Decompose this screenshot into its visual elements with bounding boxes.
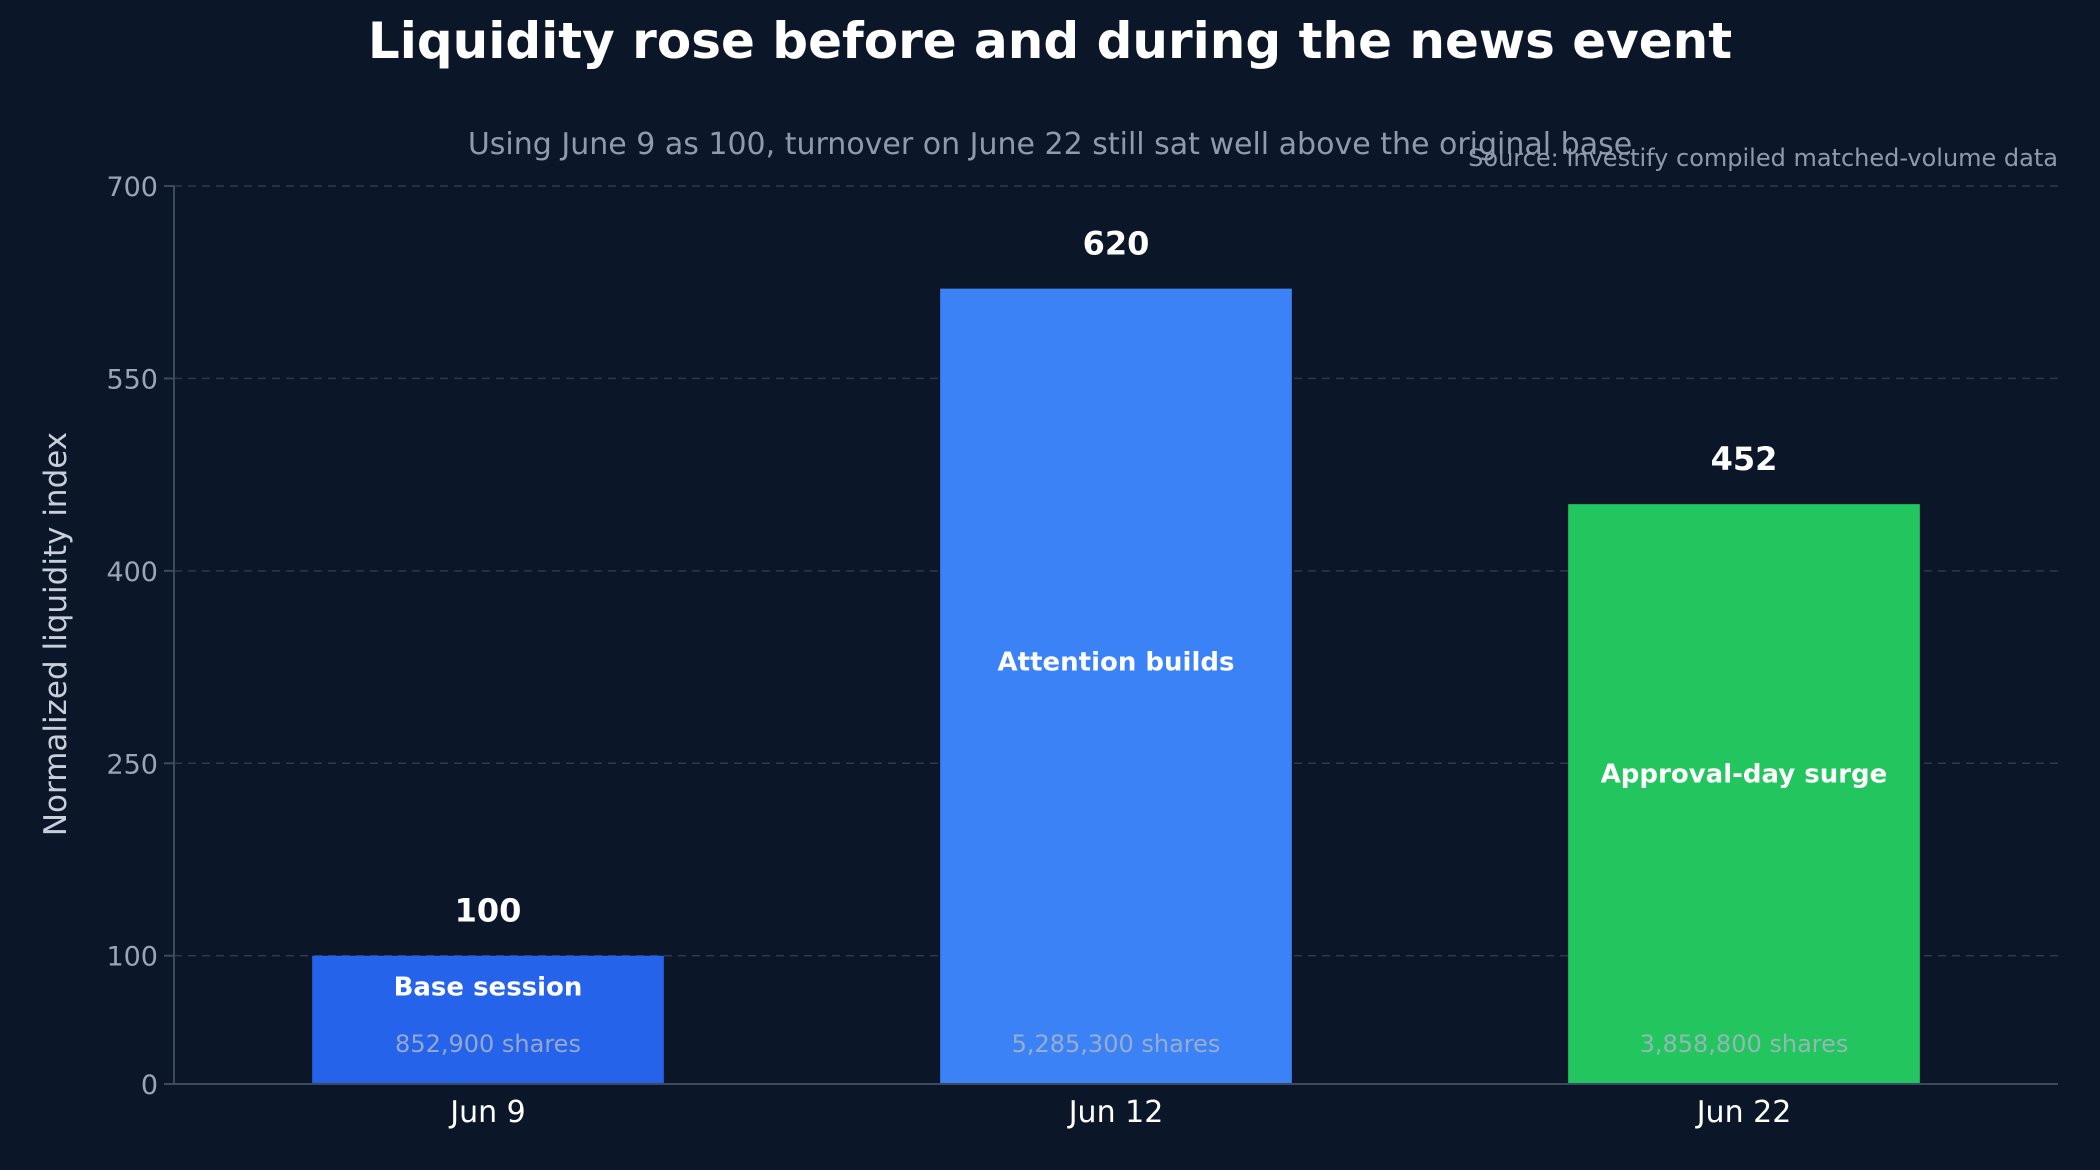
bar-layer <box>312 288 1920 1085</box>
bar-value-label: 452 <box>1711 440 1778 478</box>
bar-shares-label: 3,858,800 shares <box>1640 1030 1849 1058</box>
bar-jun-22 <box>1568 504 1920 1084</box>
bar-annotation: Attention builds <box>998 647 1235 677</box>
bar-annotation: Base session <box>394 973 583 1003</box>
chart-subtitle: Using June 9 as 100, turnover on June 22… <box>468 127 1632 162</box>
bar-jun-9 <box>312 955 664 1084</box>
x-tick-label: Jun 12 <box>1067 1095 1164 1130</box>
y-tick-label: 700 <box>106 172 158 203</box>
x-tick-label: Jun 22 <box>1695 1095 1792 1130</box>
y-axis-label: Normalized liquidity index <box>38 432 74 836</box>
bar-value-label: 100 <box>455 892 522 930</box>
y-tick-label: 100 <box>106 942 158 973</box>
y-tick-label: 550 <box>106 364 158 395</box>
bar-value-label: 620 <box>1083 225 1150 263</box>
y-tick-label: 250 <box>106 749 158 780</box>
bar-jun-12 <box>940 288 1292 1085</box>
y-tick-label: 400 <box>106 557 158 588</box>
bar-shares-label: 852,900 shares <box>395 1030 581 1058</box>
axis-layer: 0 100 250 400 550 700 Jun 9 Jun 12 Jun 22 <box>106 172 2058 1130</box>
y-tick-label: 0 <box>141 1070 158 1101</box>
chart-title: Liquidity rose before and during the new… <box>368 12 1732 70</box>
x-tick-label: Jun 9 <box>448 1095 526 1130</box>
label-layer: 100 Base session 852,900 shares 620 Attentio… <box>394 225 1888 1058</box>
chart-source: Source: Investify compiled matched-volum… <box>1468 144 2058 172</box>
bar-annotation: Approval-day surge <box>1601 759 1888 789</box>
bar-shares-label: 5,285,300 shares <box>1012 1030 1221 1058</box>
